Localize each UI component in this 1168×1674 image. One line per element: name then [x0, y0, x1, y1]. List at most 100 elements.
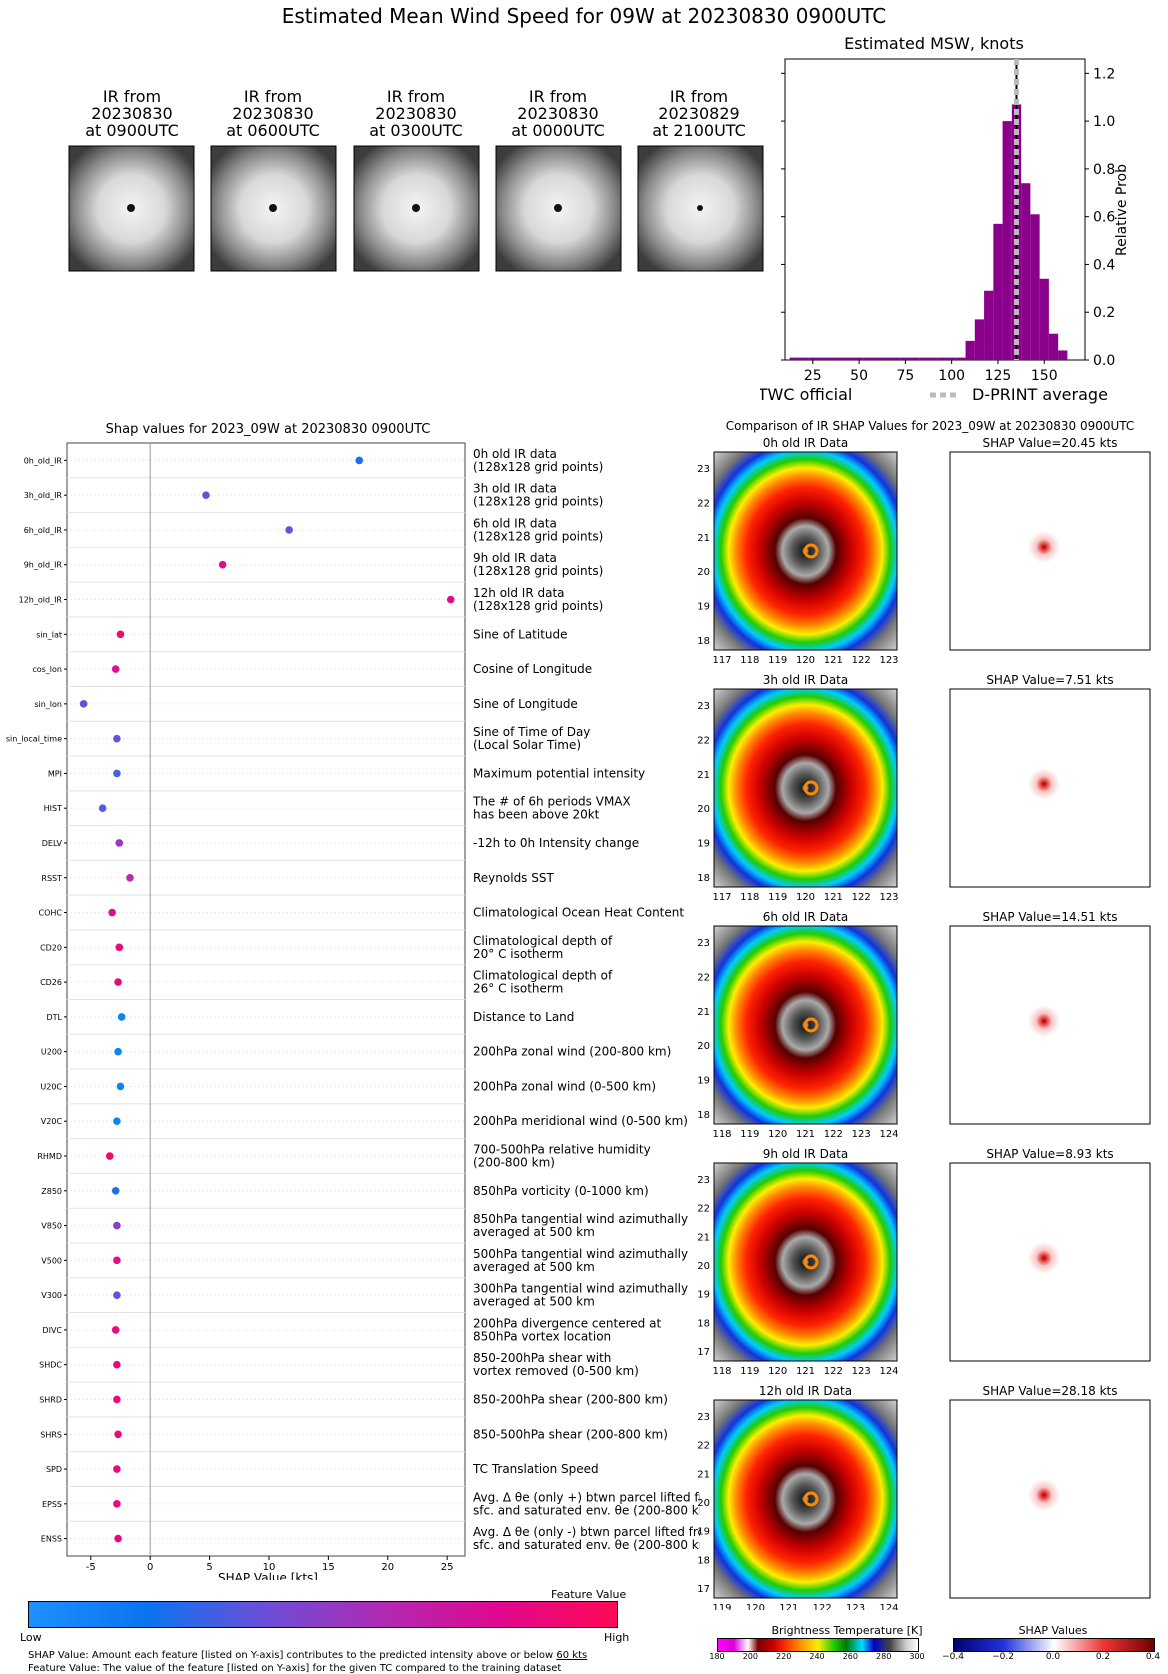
feature-label-1: 3h_old_IR	[24, 491, 63, 500]
shap-point-5	[116, 630, 125, 639]
ir-xtick-3-0: 118	[712, 1366, 731, 1377]
hist-bar-26	[1030, 214, 1040, 360]
feature-desc-13-0: Climatological Ocean Heat Content	[473, 906, 684, 920]
shap-point-11	[115, 839, 124, 847]
shap-point-23	[113, 1256, 121, 1265]
hist-bar-10	[882, 357, 892, 360]
feature-label-29: SPD	[46, 1465, 62, 1474]
shap-point-14	[115, 943, 124, 952]
ir-ytick-0-3: 20	[697, 567, 710, 578]
ir-ytick-0-2: 21	[697, 533, 710, 544]
ir-ytick-3-4: 19	[697, 1290, 710, 1301]
hist-bar-21	[984, 290, 994, 360]
hist-bar-17	[947, 357, 957, 360]
ir-ytick-4-6: 17	[697, 1584, 710, 1595]
ir-xtick-3-5: 123	[852, 1366, 871, 1377]
feature-colorbar	[28, 1601, 618, 1628]
shap-point-30	[113, 1500, 121, 1508]
ir-panel-title-3: 9h old IR Data	[763, 1147, 849, 1161]
feature-desc-15-0: Climatological depth of	[473, 969, 613, 983]
ir-panel-title-4: 12h old IR Data	[759, 1384, 852, 1398]
hist-bar-29	[1058, 350, 1068, 360]
shap-point-0	[355, 456, 364, 465]
feature-label-17: U200	[41, 1048, 62, 1057]
ir-ytick-3-5: 18	[697, 1318, 710, 1329]
feature-desc-5-0: Sine of Latitude	[473, 627, 568, 641]
bt-ticks-label-2: 220	[776, 1652, 792, 1661]
ir-xtick-0-2: 119	[768, 655, 787, 666]
shap-point-26	[113, 1360, 121, 1369]
ir-xtick-0-0: 117	[712, 655, 731, 666]
shap-xtick-label-6: 25	[441, 1562, 454, 1573]
feature-label-28: SHRS	[40, 1430, 62, 1439]
feature-label-27: SHRD	[39, 1395, 62, 1404]
ir-xtick-1-3: 120	[796, 892, 815, 903]
feature-desc-8-0: Sine of Time of Day	[473, 725, 590, 739]
shap-point-1	[202, 491, 210, 499]
hist-bar-28	[1048, 333, 1059, 360]
feature-label-9: MPI	[48, 769, 62, 778]
ir-ytick-0-4: 19	[697, 602, 710, 613]
feature-desc-2-0: 6h old IR data	[473, 516, 557, 530]
ir-xtick-2-0: 118	[712, 1129, 731, 1140]
ir-panel-title-0: 0h old IR Data	[763, 436, 849, 450]
shap-point-15	[114, 978, 122, 986]
ir-eye-0	[803, 543, 819, 559]
ir-ytick-3-3: 20	[697, 1261, 710, 1272]
hist-bar-20	[974, 319, 985, 360]
feature-desc-11-0: -12h to 0h Intensity change	[473, 836, 639, 850]
hist-xtick-label-2: 75	[896, 368, 914, 384]
ir-xtick-4-3: 122	[813, 1603, 832, 1610]
feature-label-19: V20C	[41, 1117, 63, 1126]
ir-ytick-0-1: 22	[697, 498, 710, 509]
thumb-caption-4: IR from 20230829 at 2100UTC	[652, 87, 746, 140]
footnote-1: SHAP Value: Amount each feature [listed …	[28, 1650, 587, 1661]
shapcb-ticks-label-3: 0.2	[1095, 1652, 1111, 1662]
feature-label-13: COHC	[39, 909, 63, 918]
hist-bar-4	[826, 357, 836, 360]
hist-xtick-label-4: 125	[985, 368, 1012, 384]
shap-hotspot-0	[1012, 515, 1076, 580]
ir-ytick-0-5: 18	[697, 636, 710, 647]
thumb-caption-1: IR from 20230830 at 0600UTC	[226, 87, 320, 140]
hist-ytick-label-5: 1.0	[1093, 114, 1115, 130]
ir-eye-1	[803, 780, 819, 796]
feature-desc-23-1: averaged at 500 km	[473, 1260, 595, 1274]
ir-xtick-2-3: 121	[796, 1129, 815, 1140]
hist-bar-7	[854, 357, 864, 360]
ir-xtick-3-1: 119	[740, 1366, 759, 1377]
feature-desc-18-0: 200hPa zonal wind (0-500 km)	[473, 1079, 656, 1093]
footnote-2: Feature Value: The value of the feature …	[28, 1663, 562, 1674]
main-title: Estimated Mean Wind Speed for 09W at 202…	[281, 4, 887, 28]
bt-ticks-label-0: 180	[709, 1652, 725, 1661]
ir-xtick-4-0: 119	[712, 1603, 731, 1610]
shap-xlabel: SHAP Value [kts]	[218, 1571, 318, 1580]
feature-desc-19-0: 200hPa meridional wind (0-500 km)	[473, 1114, 688, 1128]
shap-panel-title-3: SHAP Value=8.93 kts	[986, 1147, 1113, 1161]
hist-bar-14	[919, 357, 929, 360]
ir-xtick-1-5: 122	[852, 892, 871, 903]
ir-ytick-1-1: 22	[697, 735, 710, 746]
hist-ytick-label-1: 0.2	[1093, 305, 1115, 321]
feature-label-30: EPSS	[42, 1500, 62, 1509]
ir-eye-3	[803, 1254, 819, 1270]
shapcb-ticks-label-4: 0.4	[1145, 1652, 1161, 1662]
shap-colorbar-ticks: −0.4 −0.2 0.0 0.2 0.4	[942, 1652, 1160, 1666]
shap-point-19	[113, 1117, 121, 1126]
feature-desc-17-0: 200hPa zonal wind (200-800 km)	[473, 1045, 671, 1059]
feature-desc-1-0: 3h old IR data	[473, 482, 557, 496]
hist-bar-6	[845, 357, 855, 360]
shap-xtick-label-1: 0	[147, 1562, 153, 1573]
hist-bar-15	[928, 357, 938, 360]
feature-label-20: RHMD	[37, 1152, 62, 1161]
shap-point-24	[113, 1291, 121, 1299]
feature-label-21: Z850	[41, 1187, 62, 1196]
hist-bar-5	[835, 357, 846, 360]
shap-scatter-title: Shap values for 2023_09W at 20230830 090…	[105, 422, 431, 437]
feature-label-18: U20C	[40, 1082, 62, 1091]
ir-ytick-2-1: 22	[697, 972, 710, 983]
hist-ylabel: Relative Prob	[1114, 164, 1130, 256]
feature-desc-1-1: (128x128 grid points)	[473, 495, 603, 509]
ir-xtick-1-2: 119	[768, 892, 787, 903]
feature-desc-9-0: Maximum potential intensity	[473, 766, 645, 780]
